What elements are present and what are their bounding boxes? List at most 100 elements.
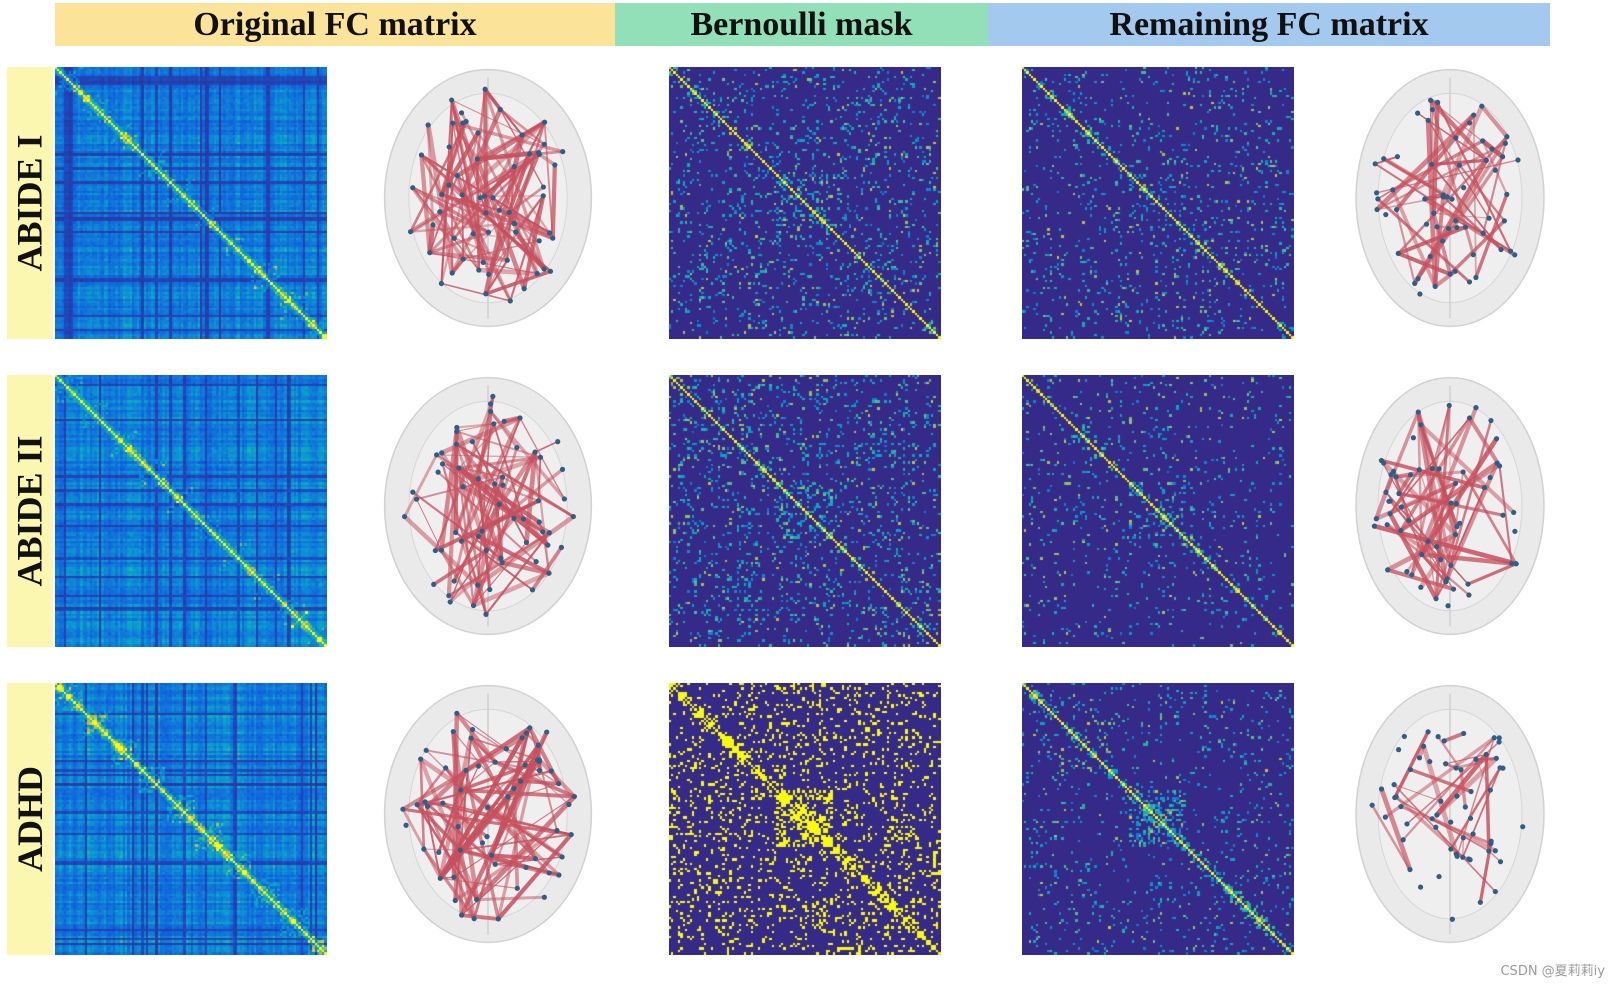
- network-node: [529, 587, 536, 593]
- network-node: [1456, 162, 1462, 168]
- network-node: [483, 547, 489, 553]
- network-edge: [428, 165, 516, 255]
- network-node: [1448, 500, 1454, 506]
- network-node: [435, 469, 441, 475]
- network-node: [1504, 191, 1510, 197]
- network-edge: [488, 195, 544, 275]
- network-edge: [1374, 155, 1399, 165]
- network-node: [459, 192, 465, 198]
- network-node: [401, 513, 408, 520]
- network-node: [1470, 252, 1476, 258]
- network-node: [427, 250, 433, 256]
- network-node: [1461, 185, 1467, 191]
- network-node: [460, 120, 466, 126]
- network-node: [1491, 735, 1497, 741]
- network-node: [561, 496, 567, 502]
- network-node: [403, 822, 409, 828]
- network-edge: [454, 422, 495, 534]
- network-node: [1479, 103, 1485, 109]
- network-node: [469, 726, 476, 733]
- network-node: [1385, 567, 1391, 573]
- network-node: [1443, 761, 1449, 767]
- network-node: [499, 560, 505, 566]
- network-node: [481, 193, 488, 199]
- network-node: [451, 874, 457, 880]
- network-edge: [1431, 404, 1451, 470]
- network-node: [1492, 888, 1498, 895]
- network-node: [1382, 814, 1388, 820]
- brain-network-original-abide-2: [383, 376, 593, 636]
- network-node: [546, 870, 552, 876]
- network-node: [1453, 851, 1459, 857]
- network-node: [1438, 798, 1444, 804]
- network-node: [1446, 402, 1452, 409]
- network-edge: [1384, 410, 1421, 495]
- row-label-adhd: ADHD: [7, 683, 53, 955]
- network-node: [1515, 157, 1521, 163]
- network-edge: [1389, 468, 1421, 515]
- network-edge: [1405, 502, 1458, 573]
- network-node: [1375, 196, 1381, 202]
- network-node: [1473, 756, 1479, 762]
- network-node: [1425, 729, 1431, 735]
- original-fc-matrix-abide-1: [55, 67, 327, 339]
- network-edge: [440, 122, 454, 285]
- network-edge: [530, 545, 564, 592]
- network-node: [460, 484, 466, 490]
- network-node: [440, 800, 446, 806]
- network-edge: [439, 415, 523, 456]
- network-node: [505, 794, 511, 800]
- network-node: [451, 578, 457, 584]
- network-node: [490, 393, 496, 399]
- network-edge: [486, 805, 564, 859]
- network-node: [1483, 751, 1489, 758]
- network-node: [548, 768, 554, 774]
- network-edge: [1440, 103, 1485, 198]
- row-label-abide-2: ABIDE II: [7, 375, 53, 647]
- brain-network-original-abide-1: [383, 68, 593, 328]
- network-node: [1440, 194, 1446, 200]
- network-node: [1447, 271, 1453, 277]
- network-edge: [1418, 422, 1516, 515]
- header-remaining-fc: Remaining FC matrix: [988, 3, 1550, 46]
- network-node: [1435, 99, 1441, 106]
- network-edge: [1394, 113, 1476, 212]
- network-node: [422, 799, 428, 805]
- network-node: [1481, 485, 1488, 491]
- network-node: [545, 542, 551, 548]
- network-node: [434, 452, 440, 458]
- network-node: [468, 735, 474, 741]
- network-node: [544, 729, 550, 735]
- network-node: [485, 804, 491, 810]
- network-node: [439, 450, 445, 456]
- network-node: [410, 185, 416, 191]
- network-node: [492, 861, 498, 867]
- network-edge: [439, 429, 459, 553]
- network-node: [454, 710, 460, 716]
- network-node: [438, 280, 445, 287]
- network-edge: [1428, 98, 1489, 163]
- network-node: [482, 86, 488, 92]
- network-node: [1393, 474, 1399, 480]
- network-node: [1488, 838, 1494, 844]
- network-node: [1501, 218, 1507, 224]
- network-node: [535, 498, 541, 504]
- network-node: [437, 875, 443, 881]
- network-node: [489, 852, 495, 858]
- network-edge: [496, 832, 574, 921]
- network-edge: [1466, 562, 1518, 586]
- network-edge: [518, 779, 561, 786]
- network-node: [1398, 504, 1405, 510]
- network-node: [1473, 405, 1479, 411]
- network-node: [1520, 824, 1526, 830]
- network-node: [1434, 544, 1440, 550]
- network-node: [407, 229, 414, 235]
- network-node: [546, 570, 552, 576]
- network-node: [484, 834, 490, 840]
- bernoulli-mask-matrix-abide-1: [669, 67, 941, 339]
- network-edge: [401, 807, 442, 880]
- network-node: [1432, 283, 1438, 289]
- bernoulli-mask-matrix-abide-2: [669, 375, 941, 647]
- network-node: [1512, 252, 1518, 258]
- network-node: [436, 849, 442, 855]
